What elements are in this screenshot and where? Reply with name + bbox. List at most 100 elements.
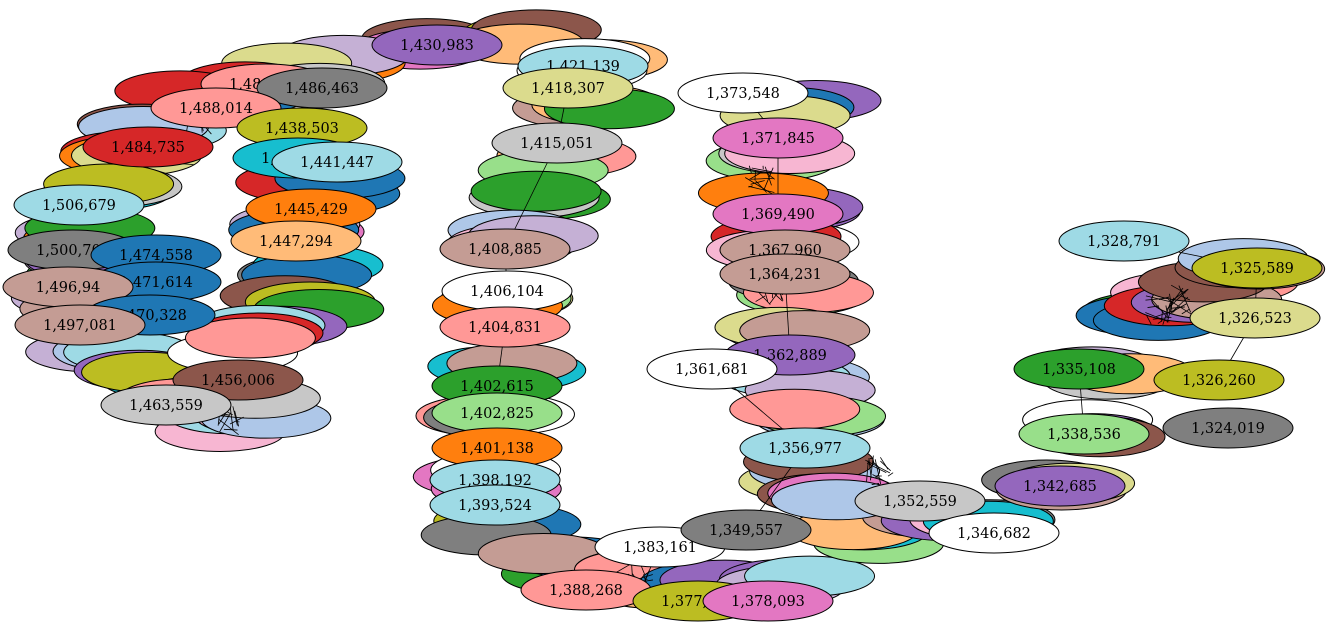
graph-node: 1,335,108: [1013, 348, 1145, 390]
graph-edge: [232, 406, 238, 426]
graph-node-label: 1,342,685: [1023, 479, 1097, 495]
graph-node: 1,445,429: [245, 188, 377, 230]
graph-node-ellipse: [429, 484, 561, 526]
graph-node: 1,402,825: [431, 392, 563, 434]
graph-edge: [229, 407, 234, 431]
graph-edge: [1151, 299, 1168, 318]
graph-node: 1,326,260: [1153, 359, 1285, 401]
graph-node-label: 1,335,108: [1042, 362, 1116, 378]
graph-node: 1,438,503: [236, 107, 368, 149]
graph-node-label: 1,484,735: [111, 140, 185, 156]
graph-node-label: 1,404,831: [468, 320, 542, 336]
graph-edge: [1158, 296, 1170, 301]
graph-edge: [745, 177, 773, 195]
graph-node-label: 1,383,161: [623, 540, 697, 556]
graph-edge: [1168, 299, 1173, 312]
graph-node: 1,362,889: [724, 334, 856, 376]
graph-node: 1,404,831: [439, 306, 571, 348]
graph-edge: [874, 459, 882, 485]
graph-node: 1,356,977: [739, 427, 871, 469]
graph-node: 1,388,268: [520, 569, 652, 611]
graph-node: 1,328,791: [1058, 220, 1190, 262]
graph-node-ellipse: [14, 304, 146, 346]
graph-edge: [748, 185, 775, 193]
graph-edge: [234, 410, 240, 427]
graph-node: 1,401,138: [431, 427, 563, 469]
graph-node: 1,447,294: [230, 220, 362, 262]
graph-node-label: 1,398,192: [458, 473, 532, 489]
graph-node: 1,486,463: [256, 67, 388, 109]
graph-node-label: 1,402,825: [460, 406, 534, 422]
graph-node-ellipse: [646, 348, 778, 390]
graph-node-label: 1,441,447: [300, 155, 374, 171]
graph-node-ellipse: [712, 117, 844, 159]
graph-node-label: 1,408,885: [468, 242, 542, 258]
graph-edge: [219, 412, 232, 433]
graph-edge: [751, 167, 772, 173]
graph-node-label: 1,447,294: [259, 234, 333, 250]
graph-edge: [223, 428, 238, 431]
graph-node-label: 1,471,614: [119, 275, 193, 291]
graph-node-ellipse: [1162, 407, 1294, 449]
graph-node: 1,369,490: [712, 193, 844, 235]
graph-node-label: 1,373,548: [706, 86, 780, 102]
graph-node-label: 1,486,463: [285, 81, 359, 97]
graph-edge: [1145, 312, 1170, 323]
node-layer: 1,430,9831,488,4251,486,4631,488,0141,43…: [2, 24, 1323, 622]
graph-node-ellipse: [256, 67, 388, 109]
background-node: [729, 388, 861, 430]
graph-node-ellipse: [1058, 220, 1190, 262]
graph-node: 1,441,447: [271, 141, 403, 183]
graph-edge: [1178, 285, 1192, 313]
graph-node: 1,349,557: [680, 509, 812, 551]
graph-node-ellipse: [994, 465, 1126, 507]
graph-node-label: 1,388,268: [549, 583, 623, 599]
graph-edge: [1165, 305, 1169, 318]
graph-node-label: 1,328,791: [1087, 234, 1161, 250]
graph-node-label: 1,406,104: [470, 284, 544, 300]
graph-node-ellipse: [680, 509, 812, 551]
graph-edge: [643, 570, 650, 583]
graph-edge: [1170, 284, 1186, 294]
graph-node: 1,506,679: [13, 184, 145, 226]
graph-edge: [866, 460, 871, 465]
graph-node-ellipse: [702, 580, 834, 622]
graph-edge: [868, 458, 872, 479]
graph-edge: [755, 295, 766, 302]
graph-edge: [644, 578, 648, 581]
graph-node-ellipse: [719, 253, 851, 295]
graph-edge: [763, 167, 774, 191]
graph-node-ellipse: [271, 141, 403, 183]
graph-node-label: 1,496,94: [36, 280, 101, 296]
graph-node-ellipse: [1153, 359, 1285, 401]
graph-node: 1,338,536: [1018, 413, 1150, 455]
graph-node-label: 1,463,559: [129, 398, 203, 414]
graph-node: 1,463,559: [100, 384, 232, 426]
graph-node-ellipse: [854, 480, 986, 522]
graph-node-ellipse: [439, 306, 571, 348]
graph-edge: [1172, 306, 1185, 309]
graph-node-label: 1,349,557: [709, 523, 783, 539]
graph-node: 1,325,589: [1191, 247, 1323, 289]
graph-edge: [866, 460, 869, 482]
graph-node: 1,415,051: [491, 122, 623, 164]
graph-node-ellipse: [230, 220, 362, 262]
graph-node: 1,393,524: [429, 484, 561, 526]
graph-node-ellipse: [739, 427, 871, 469]
graph-node-ellipse: [82, 126, 214, 168]
graph-node-label: 1,497,081: [43, 318, 117, 334]
graph-node-label: 1,326,260: [1182, 373, 1256, 389]
graph-edge: [764, 166, 772, 186]
graph-edge: [749, 172, 762, 180]
graph-node: 1,373,548: [677, 72, 809, 114]
graph-node-ellipse: [1018, 413, 1150, 455]
background-node: [184, 317, 316, 359]
graph-edge: [748, 185, 753, 188]
graph-node-ellipse: [677, 72, 809, 114]
graph-node-ellipse: [1013, 348, 1145, 390]
graph-edge: [1167, 288, 1189, 309]
graph-node: 1,371,845: [712, 117, 844, 159]
graph-node-label: 1,393,524: [458, 498, 532, 514]
graph-edge: [1180, 295, 1191, 301]
